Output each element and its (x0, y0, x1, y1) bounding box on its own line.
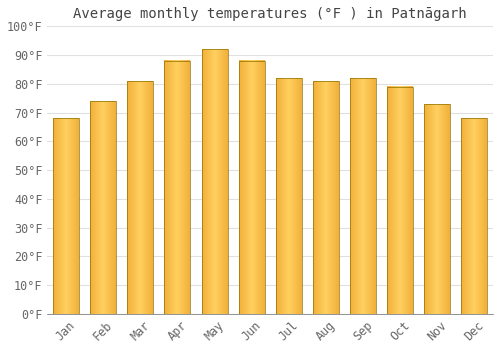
Bar (202, 49, 228, 314)
Bar (276, 78, 302, 314)
Bar (462, 118, 487, 314)
Title: Average monthly temperatures (°F ) in Patnāgarh: Average monthly temperatures (°F ) in Pa… (74, 7, 467, 21)
Bar (313, 81, 339, 314)
Bar (238, 61, 264, 314)
Bar (128, 81, 154, 314)
Bar (350, 78, 376, 314)
Bar (53, 118, 79, 314)
Bar (424, 104, 450, 314)
Bar (387, 87, 413, 314)
Bar (164, 61, 190, 314)
Bar (90, 101, 116, 314)
